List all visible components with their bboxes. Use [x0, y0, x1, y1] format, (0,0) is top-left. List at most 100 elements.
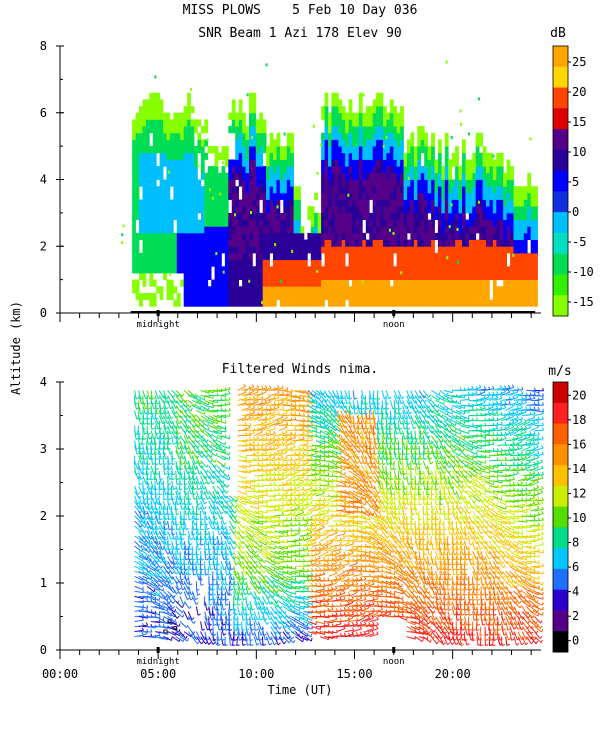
wind-barb-tick [159, 463, 163, 466]
snr-cell [310, 293, 315, 301]
snr-cell [259, 293, 264, 301]
snr-cell [510, 272, 514, 280]
snr-cell [407, 212, 411, 220]
snr-cell [145, 112, 150, 120]
snr-cell [331, 106, 336, 114]
wind-barb-tick [203, 481, 207, 485]
snr-cell [417, 279, 422, 287]
snr-cell [290, 246, 294, 254]
snr-cell [252, 239, 257, 247]
snr-cell [135, 132, 140, 140]
wind-barb-tick [185, 527, 189, 531]
snr-cell [135, 232, 140, 240]
snr-cell [413, 186, 418, 194]
snr-cell [451, 232, 456, 240]
wind-barb [146, 510, 151, 520]
snr-cell [503, 272, 507, 280]
snr-cell [489, 179, 494, 187]
snr-cell [183, 192, 188, 200]
snr-cell [149, 259, 154, 267]
wind-barb-tick [145, 517, 149, 520]
snr-cell [211, 212, 215, 220]
wind-barb-tick [170, 416, 174, 420]
snr-cell [142, 199, 147, 207]
wind-barb [200, 399, 209, 406]
snr-cell [369, 272, 373, 280]
snr-cell [297, 299, 301, 307]
snr-cell [517, 226, 521, 234]
snr-cell [506, 206, 511, 214]
wind-barb-tick [209, 593, 213, 596]
wind-barb [175, 586, 181, 595]
snr-cell [448, 279, 452, 287]
snr-cell [506, 159, 511, 167]
wind-barb-tick [200, 543, 204, 546]
snr-cell [135, 172, 140, 180]
wind-barb-tick [168, 543, 172, 546]
wind-barb-tick [228, 477, 231, 481]
snr-cell [159, 192, 164, 200]
snr-cell [204, 139, 209, 147]
snr-cell [486, 293, 490, 301]
wind-barb [200, 415, 209, 421]
snr-cell [362, 119, 367, 127]
wind-barb-tick [156, 412, 160, 415]
snr-cell [173, 146, 178, 154]
snr-cell [376, 212, 380, 220]
snr-cell [135, 192, 140, 200]
snr-cell [207, 299, 212, 307]
snr-cell [393, 172, 398, 180]
snr-cell [324, 279, 329, 287]
snr-cell [358, 206, 363, 214]
snr-cell [530, 246, 535, 254]
snr-cell [218, 212, 222, 220]
snr-cell [273, 259, 277, 267]
wind-barb-tick [150, 633, 153, 637]
snr-cell [396, 286, 401, 294]
wind-barb-tick [171, 581, 174, 585]
snr-cell [358, 219, 363, 227]
snr-cell [410, 166, 415, 174]
wind-barb-tick [187, 638, 189, 642]
snr-cell [403, 246, 408, 254]
snr-cell [413, 272, 418, 280]
wind-barb-tick [210, 537, 214, 541]
snr-cell [328, 206, 332, 214]
snr-cell [163, 192, 167, 200]
snr-cell [462, 252, 466, 260]
snr-cell [166, 152, 171, 160]
snr-cell [279, 179, 284, 187]
snr-cell [290, 166, 294, 174]
snr-cell [207, 232, 212, 240]
snr-cell [259, 219, 264, 227]
snr-cell [424, 259, 428, 267]
snr-cell [479, 232, 483, 240]
wind-barb-tick [158, 503, 163, 506]
snr-cell [417, 192, 422, 200]
wind-barb-tick [210, 448, 213, 453]
snr-cell [369, 293, 373, 301]
snr-cell [266, 279, 270, 287]
wind-barb-tick [164, 548, 168, 551]
snr-cell [163, 146, 167, 154]
wind-barb [237, 470, 247, 474]
snr-cell [200, 199, 205, 207]
snr-cell [200, 279, 205, 287]
snr-cell [479, 199, 483, 207]
wind-barb-tick [135, 472, 139, 476]
snr-cell [475, 186, 480, 194]
snr-cell [334, 112, 339, 120]
snr-cell [231, 212, 236, 220]
wind-barb [146, 435, 149, 445]
wind-barb [228, 550, 234, 560]
wind-barb [175, 415, 180, 425]
snr-cell [211, 192, 215, 200]
snr-cell [348, 112, 353, 120]
snr-cell [310, 246, 315, 254]
snr-cell [331, 206, 336, 214]
snr-cell [249, 266, 253, 274]
wind-barb-tick [155, 463, 159, 466]
snr-cell [475, 166, 480, 174]
snr-cell [451, 152, 456, 160]
snr-cell [283, 266, 288, 274]
